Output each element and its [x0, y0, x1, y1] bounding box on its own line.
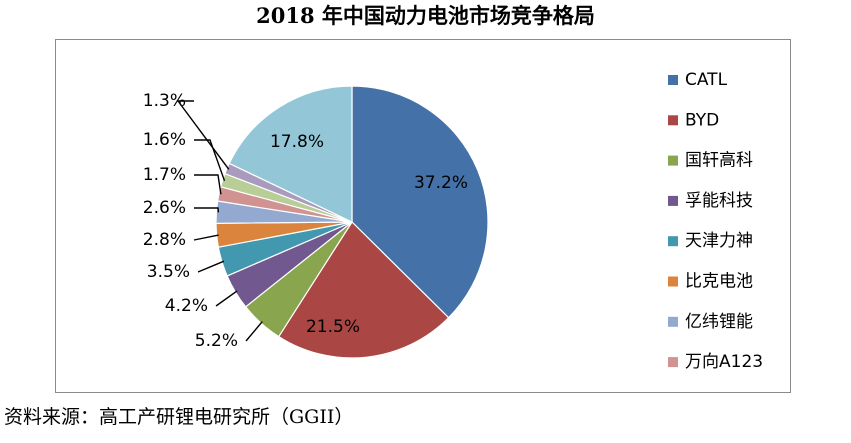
leader-line-2	[245, 321, 263, 342]
chart-frame	[55, 39, 791, 393]
data-label-8: 1.6%	[143, 130, 186, 150]
legend-swatch-4	[668, 236, 678, 247]
leader-line-6	[194, 207, 220, 213]
leader-line-3	[215, 290, 238, 307]
data-label-3: 4.2%	[165, 296, 208, 316]
data-label-4: 3.5%	[147, 262, 190, 282]
pie-slice-0	[351, 85, 489, 319]
leader-line-7	[194, 174, 222, 195]
legend-swatch-2	[668, 155, 678, 166]
data-label-5: 2.8%	[143, 230, 186, 250]
data-label-2: 5.2%	[195, 331, 238, 351]
legend-swatch-5	[668, 276, 678, 287]
leader-line-4	[197, 260, 225, 273]
source-note: 资料来源：高工产研锂电研究所（GGII）	[4, 406, 354, 428]
pie-slice-1	[277, 221, 450, 359]
leader-line-5	[193, 234, 219, 241]
legend-label-1: BYD	[685, 110, 719, 130]
data-label-6: 2.6%	[143, 198, 186, 218]
legend-label-5: 比克电池	[685, 272, 753, 292]
data-label-10: 17.8%	[270, 132, 324, 152]
data-label-0: 37.2%	[414, 173, 468, 193]
legend-swatch-3	[668, 195, 678, 206]
legend-label-3: 孚能科技	[685, 191, 753, 211]
data-label-9: 1.3%	[143, 91, 186, 111]
legend-label-0: CATL	[685, 70, 728, 90]
legend-swatch-1	[668, 115, 678, 126]
legend-swatch-6	[668, 316, 678, 327]
pie-slice-10	[228, 85, 353, 223]
legend-swatch-7	[668, 357, 678, 368]
leader-line-9	[176, 100, 230, 170]
legend-label-2: 国轩高科	[685, 151, 753, 171]
data-label-7: 1.7%	[143, 165, 186, 185]
legend-label-6: 亿纬锂能	[685, 312, 753, 332]
leader-line-8	[194, 139, 226, 182]
data-label-1: 21.5%	[306, 317, 360, 337]
legend-label-4: 天津力神	[685, 231, 753, 251]
chart-title: 2018 年中国动力电池市场竞争格局	[256, 3, 595, 28]
legend-label-7: 万向A123	[685, 352, 763, 372]
legend-swatch-0	[668, 75, 678, 85]
